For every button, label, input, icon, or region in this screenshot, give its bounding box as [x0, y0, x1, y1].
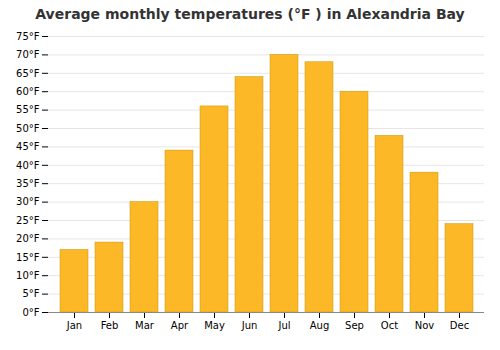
svg-text:Jan: Jan: [66, 320, 82, 331]
svg-text:20°F: 20°F: [16, 233, 40, 244]
svg-text:10°F: 10°F: [16, 270, 40, 281]
svg-text:Oct: Oct: [381, 320, 398, 331]
svg-text:0°F: 0°F: [22, 307, 39, 318]
svg-text:60°F: 60°F: [16, 86, 40, 97]
svg-text:May: May: [204, 320, 225, 331]
svg-text:45°F: 45°F: [16, 141, 40, 152]
svg-text:Jun: Jun: [241, 320, 258, 331]
svg-text:Feb: Feb: [101, 320, 119, 331]
svg-text:Sep: Sep: [345, 320, 364, 331]
svg-text:30°F: 30°F: [16, 196, 40, 207]
html-text:Average monthly temperatures (: Average monthly temperatures (°F ) in Al…: [35, 6, 465, 22]
svg-text:Aug: Aug: [310, 320, 330, 331]
svg-text:Nov: Nov: [415, 320, 435, 331]
svg-text:70°F: 70°F: [16, 49, 40, 60]
svg-text:40°F: 40°F: [16, 160, 40, 171]
svg-text:25°F: 25°F: [16, 215, 40, 226]
svg-text:50°F: 50°F: [16, 123, 40, 134]
svg-text:55°F: 55°F: [16, 104, 40, 115]
svg-text:5°F: 5°F: [22, 288, 39, 299]
svg-text:Apr: Apr: [171, 320, 189, 331]
svg-text:75°F: 75°F: [16, 31, 40, 42]
svg-text:65°F: 65°F: [16, 68, 40, 79]
svg-text:Mar: Mar: [135, 320, 155, 331]
svg-text:15°F: 15°F: [16, 252, 40, 263]
svg-text:Dec: Dec: [450, 320, 469, 331]
svg-text:Jul: Jul: [277, 320, 290, 331]
svg-text:35°F: 35°F: [16, 178, 40, 189]
